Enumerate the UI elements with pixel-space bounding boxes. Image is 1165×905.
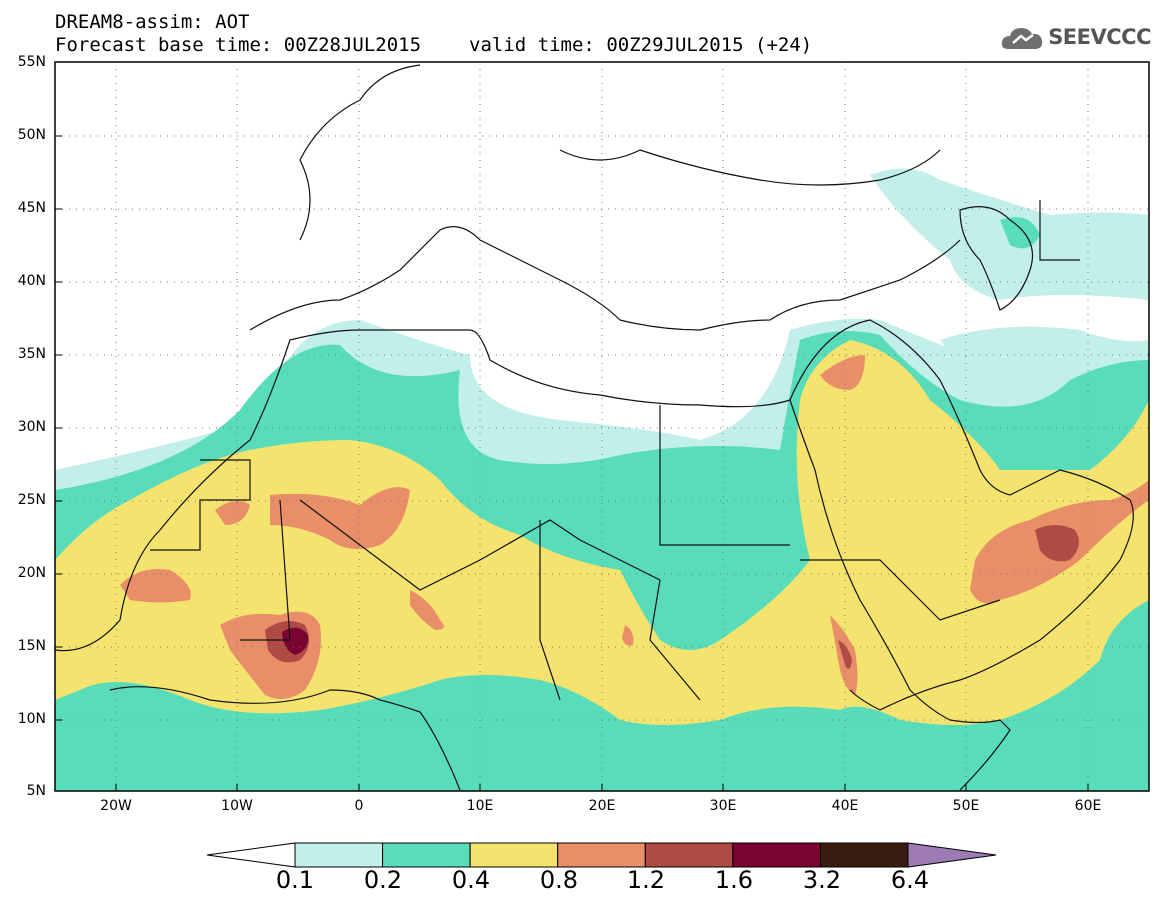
colorbar-arrow-low [206, 842, 296, 868]
colorbar-label: 0.4 [451, 866, 491, 894]
colorbar-segment [819, 842, 909, 868]
seevccc-logo: SEEVCCC [1000, 23, 1151, 51]
map-title: DREAM8-assim: AOT [55, 11, 250, 33]
lat-label-55n: 55N [17, 54, 46, 70]
colorbar-segment [469, 842, 559, 868]
forecast-times: Forecast base time: 00Z28JUL2015 valid ti… [55, 34, 812, 56]
lon-label-0: 0 [354, 798, 364, 814]
colorbar-label: 1.2 [626, 866, 666, 894]
lon-label-40e: 40E [831, 798, 859, 814]
lat-label-50n: 50N [17, 127, 46, 143]
aot-band-1.6 [282, 627, 309, 655]
lon-label-20e: 20E [588, 798, 616, 814]
colorbar [206, 842, 997, 868]
lon-label-30e: 30E [709, 798, 737, 814]
colorbar-label: 0.8 [539, 866, 579, 894]
lon-label-20w: 20W [100, 798, 132, 814]
cloud-icon [1002, 28, 1043, 49]
valid-time: valid time: 00Z29JUL2015 (+24) [469, 34, 813, 56]
aot-band-0.4 [55, 340, 1149, 725]
coastlines-and-borders [55, 64, 1134, 791]
colorbar-segment [732, 842, 821, 868]
colorbar-label: 1.6 [714, 866, 754, 894]
lat-label-35n: 35N [17, 346, 46, 362]
colorbar-label: 0.2 [363, 866, 403, 894]
graticule [55, 62, 1149, 791]
lat-label-30n: 30N [17, 419, 46, 435]
colorbar-segment [557, 842, 646, 868]
aot-fields [55, 168, 1149, 791]
axis-ticks [55, 61, 1089, 792]
logo-text: SEEVCCC [1048, 25, 1151, 49]
lat-label-40n: 40N [17, 273, 46, 289]
lon-label-10w: 10W [221, 798, 253, 814]
colorbar-segment [294, 842, 384, 868]
lon-label-50e: 50E [952, 798, 980, 814]
lat-label-10n: 10N [17, 711, 46, 727]
colorbar-arrow-high [907, 842, 997, 868]
base-time: Forecast base time: 00Z28JUL2015 [55, 34, 422, 56]
lat-label-45n: 45N [17, 200, 46, 216]
lon-label-10e: 10E [466, 798, 494, 814]
lat-label-20n: 20N [17, 565, 46, 581]
colorbar-segment [382, 842, 471, 868]
colorbar-label: 0.1 [275, 866, 315, 894]
lat-label-15n: 15N [17, 638, 46, 654]
colorbar-label: 3.2 [802, 866, 842, 894]
colorbar-segment [644, 842, 734, 868]
lon-label-60e: 60E [1074, 798, 1102, 814]
lat-label-25n: 25N [17, 492, 46, 508]
colorbar-label: 6.4 [890, 866, 930, 894]
lat-label-5n: 5N [26, 783, 46, 799]
